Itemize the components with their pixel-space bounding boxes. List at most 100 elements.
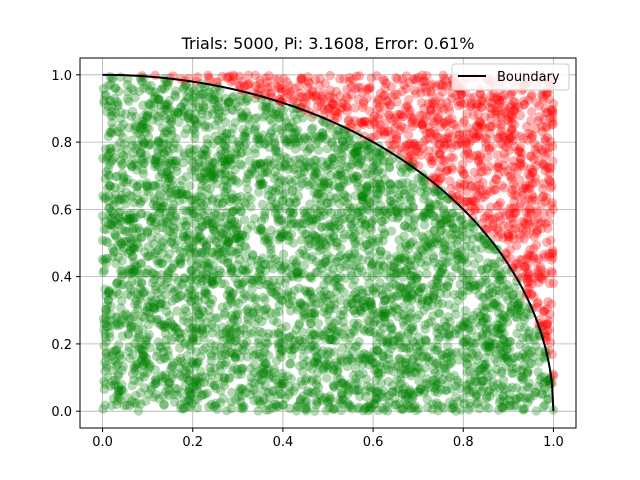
point-inside — [286, 229, 297, 239]
point-outside — [483, 152, 493, 163]
point-inside — [142, 211, 153, 221]
point-inside — [302, 289, 313, 299]
point-inside — [287, 295, 298, 306]
point-inside — [298, 161, 308, 172]
point-inside — [409, 183, 419, 193]
point-outside — [457, 99, 467, 109]
point-inside — [239, 241, 250, 251]
point-inside — [367, 234, 377, 244]
point-inside — [193, 357, 204, 367]
point-inside — [385, 180, 396, 190]
point-inside — [337, 143, 347, 154]
point-outside — [346, 118, 356, 129]
point-inside — [372, 207, 383, 217]
point-inside — [343, 302, 353, 312]
point-inside — [171, 133, 182, 144]
point-inside — [361, 292, 372, 303]
point-inside — [447, 208, 458, 218]
point-inside — [143, 251, 154, 262]
point-inside — [106, 219, 116, 230]
point-inside — [255, 133, 266, 143]
point-inside — [224, 97, 235, 107]
point-inside — [101, 308, 111, 319]
point-inside — [303, 162, 314, 172]
point-inside — [189, 327, 200, 337]
point-inside — [110, 182, 120, 193]
point-inside — [132, 140, 143, 151]
point-inside — [351, 146, 362, 156]
point-inside — [380, 311, 390, 322]
point-inside — [124, 123, 134, 133]
point-inside — [244, 382, 255, 393]
point-inside — [393, 288, 404, 299]
point-inside — [105, 159, 115, 170]
point-inside — [239, 214, 250, 225]
point-inside — [169, 90, 180, 100]
point-outside — [392, 118, 402, 129]
point-inside — [235, 230, 245, 241]
point-outside — [428, 156, 439, 166]
point-inside — [386, 196, 396, 207]
point-inside — [279, 133, 290, 144]
point-inside — [389, 268, 400, 279]
point-inside — [145, 290, 156, 300]
point-inside — [126, 323, 136, 334]
point-inside — [111, 344, 122, 355]
point-inside — [222, 258, 233, 268]
point-inside — [201, 241, 212, 252]
point-inside — [378, 348, 388, 359]
point-inside — [213, 135, 223, 146]
point-inside — [195, 233, 205, 243]
point-inside — [256, 369, 266, 380]
point-inside — [531, 406, 542, 416]
point-inside — [186, 165, 197, 175]
point-inside — [124, 316, 134, 326]
point-inside — [288, 238, 298, 248]
point-inside — [203, 167, 213, 178]
point-inside — [326, 197, 337, 208]
point-inside — [431, 397, 442, 408]
point-inside — [305, 318, 316, 329]
point-inside — [202, 138, 213, 149]
point-outside — [434, 148, 445, 159]
point-inside — [178, 106, 188, 117]
point-inside — [191, 323, 202, 334]
point-inside — [136, 75, 146, 86]
point-outside — [530, 144, 540, 155]
point-outside — [539, 159, 549, 170]
point-inside — [342, 192, 353, 203]
point-outside — [418, 137, 429, 147]
point-inside — [244, 307, 254, 317]
point-inside — [225, 348, 236, 358]
point-inside — [232, 192, 242, 203]
point-inside — [315, 200, 325, 210]
point-inside — [433, 307, 444, 318]
point-inside — [197, 207, 207, 217]
point-inside — [182, 216, 192, 226]
point-outside — [296, 75, 306, 86]
point-inside — [446, 351, 456, 362]
point-inside — [458, 220, 468, 231]
point-inside — [136, 344, 146, 354]
point-outside — [534, 101, 544, 111]
point-inside — [231, 348, 242, 359]
point-inside — [113, 340, 124, 350]
point-outside — [330, 111, 341, 121]
point-inside — [201, 96, 211, 107]
point-inside — [505, 336, 515, 347]
point-outside — [342, 84, 352, 95]
point-inside — [135, 283, 146, 294]
point-inside — [423, 297, 434, 307]
point-inside — [366, 151, 377, 162]
point-inside — [268, 372, 279, 383]
point-inside — [172, 162, 182, 172]
point-outside — [404, 78, 414, 88]
point-inside — [233, 268, 243, 279]
point-inside — [276, 175, 286, 185]
point-outside — [444, 102, 454, 112]
point-inside — [222, 144, 232, 154]
point-inside — [292, 304, 302, 315]
point-inside — [186, 285, 196, 295]
point-inside — [322, 397, 333, 407]
point-inside — [100, 253, 111, 264]
